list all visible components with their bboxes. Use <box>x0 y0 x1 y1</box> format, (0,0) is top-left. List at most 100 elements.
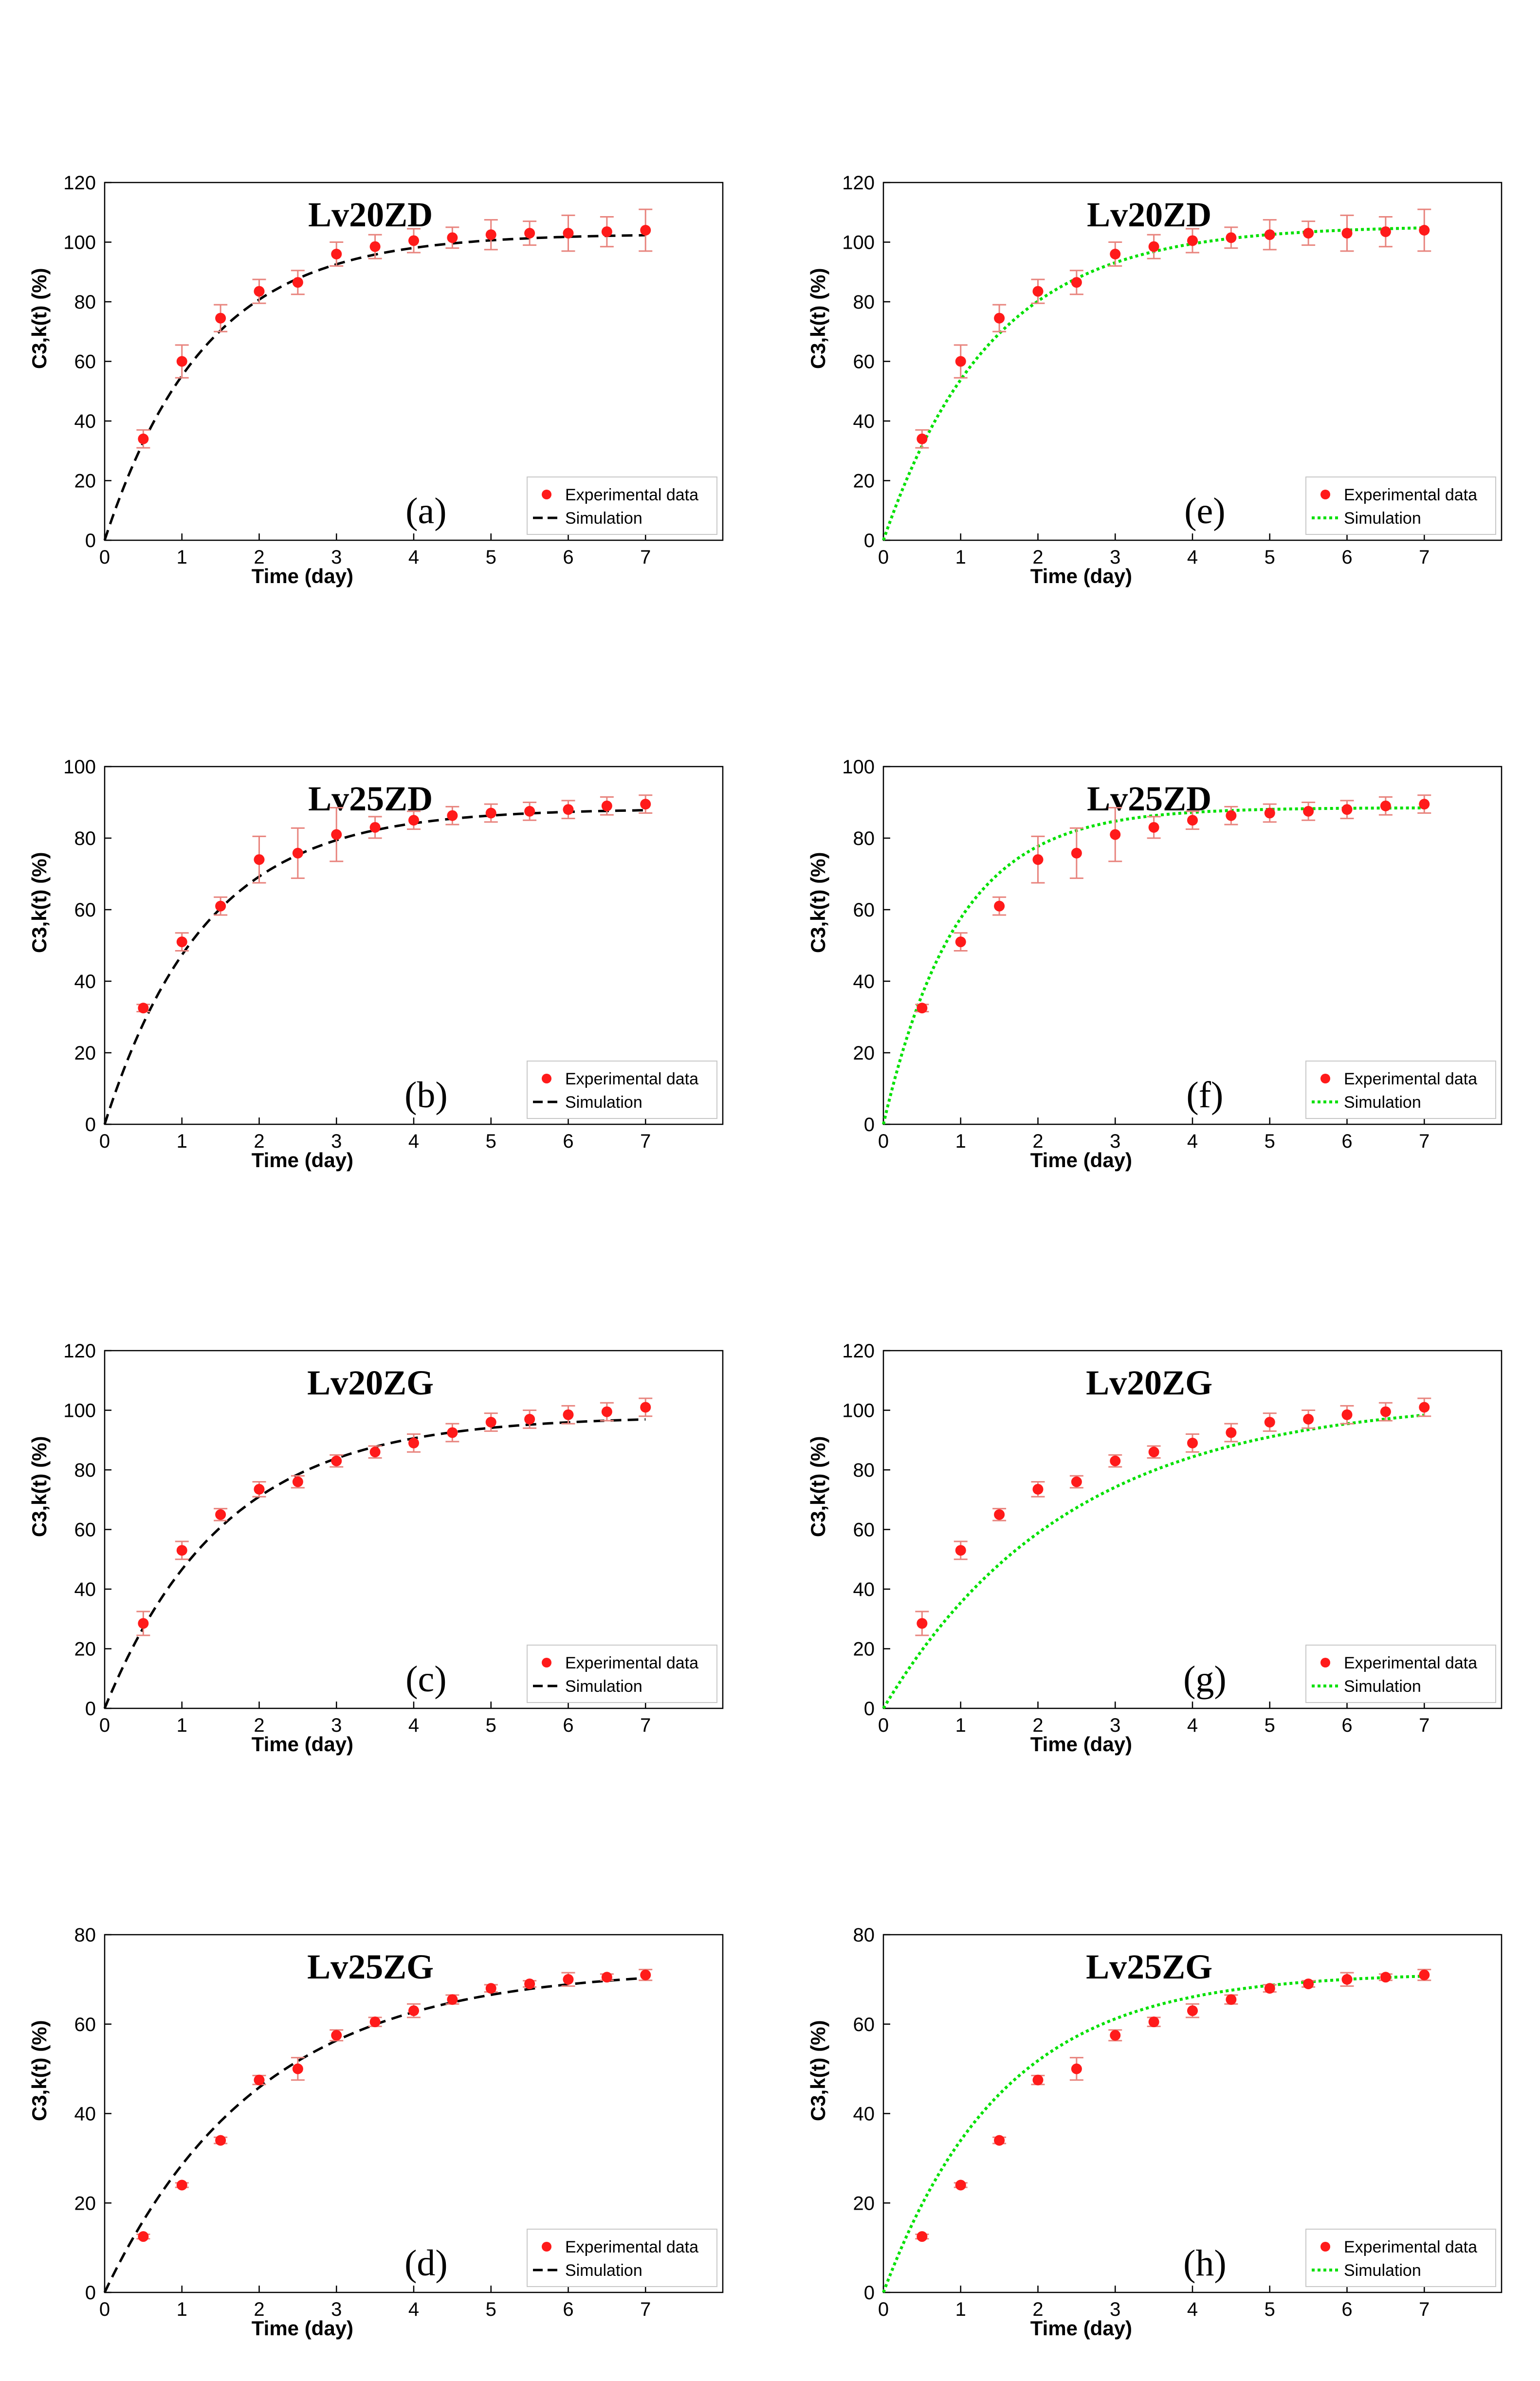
data-point <box>524 228 535 239</box>
y-tick-label: 20 <box>853 1043 875 1064</box>
legend: Experimental data Simulation <box>1305 476 1496 535</box>
x-tick-label: 7 <box>640 1131 651 1152</box>
simulation-curve <box>103 809 646 1125</box>
legend-label-simulation: Simulation <box>1344 1677 1421 1696</box>
x-tick-label: 3 <box>331 2299 342 2320</box>
x-axis-title: Time (day) <box>252 2317 353 2340</box>
y-axis-title: C3,k(t) (%) <box>28 2020 51 2121</box>
data-point <box>254 286 265 297</box>
x-tick-label: 1 <box>177 1715 187 1736</box>
data-point <box>640 1969 651 1980</box>
y-tick-label: 0 <box>85 530 96 551</box>
data-point <box>447 810 458 821</box>
data-point <box>1032 286 1044 297</box>
data-point <box>1303 1413 1314 1425</box>
legend-label-experimental: Experimental data <box>1344 1654 1477 1672</box>
y-tick-label: 80 <box>853 292 875 313</box>
y-tick-label: 120 <box>842 1340 875 1362</box>
y-tick-label: 0 <box>85 1114 96 1136</box>
data-point <box>1187 2005 1198 2016</box>
data-point <box>138 433 149 444</box>
data-point <box>1148 2016 1159 2028</box>
legend-label-simulation: Simulation <box>565 2261 642 2280</box>
chart-title: Lv20ZD <box>1087 195 1211 234</box>
y-axis-title: C3,k(t) (%) <box>807 1436 829 1537</box>
x-tick-label: 6 <box>1341 547 1352 568</box>
data-point <box>447 1427 458 1438</box>
data-point <box>994 2135 1005 2146</box>
data-point <box>1187 815 1198 826</box>
y-tick-label: 60 <box>74 899 96 921</box>
x-tick-label: 2 <box>254 2299 264 2320</box>
x-tick-label: 2 <box>1032 2299 1043 2320</box>
legend-box <box>1305 1061 1496 1119</box>
data-point <box>1264 1983 1275 1994</box>
data-point <box>408 815 419 826</box>
data-point <box>1110 2030 1121 2041</box>
x-tick-label: 2 <box>1032 547 1043 568</box>
y-axis-title: C3,k(t) (%) <box>807 268 829 369</box>
data-point <box>524 1978 535 1990</box>
panel-label: (b) <box>404 1075 448 1116</box>
x-tick-label: 7 <box>640 547 651 568</box>
data-point <box>485 229 496 240</box>
x-tick-label: 1 <box>955 1715 966 1736</box>
data-point <box>524 806 535 817</box>
y-tick-label: 40 <box>853 1579 875 1600</box>
chart-panel: 0 1 2 3 4 5 6 7 0 20 40 60 80 100 120 Time (day) C3,k(t)… <box>807 172 1503 587</box>
data-point <box>1110 829 1121 840</box>
data-point <box>254 2074 265 2086</box>
legend-box <box>1305 1645 1496 1703</box>
y-tick-label: 80 <box>853 1924 875 1946</box>
y-tick-label: 120 <box>63 172 96 194</box>
x-tick-label: 0 <box>878 1715 889 1736</box>
data-point <box>292 847 303 859</box>
x-tick-label: 7 <box>640 1715 651 1736</box>
x-tick-label: 6 <box>1341 2299 1352 2320</box>
y-tick-label: 20 <box>74 1639 96 1660</box>
data-point <box>485 1417 496 1428</box>
data-point <box>601 1406 612 1417</box>
data-point <box>215 312 226 324</box>
x-axis-title: Time (day) <box>252 1149 353 1172</box>
data-point <box>640 1402 651 1413</box>
x-tick-label: 3 <box>1110 1715 1120 1736</box>
y-tick-label: 60 <box>853 1520 875 1541</box>
chart-panel: 0 1 2 3 4 5 6 7 0 20 40 60 80 Time (day) C3,k(t) (%) Lv… <box>28 1924 724 2340</box>
data-point <box>1341 1974 1353 1985</box>
x-tick-label: 5 <box>486 1131 496 1152</box>
y-tick-label: 0 <box>864 1698 875 1720</box>
chart-panel: 0 1 2 3 4 5 6 7 0 20 40 60 80 Time (day) C3,k(t) (%) Lv… <box>807 1924 1503 2340</box>
x-tick-label: 3 <box>1110 2299 1120 2320</box>
data-point <box>1226 1994 1237 2005</box>
x-tick-label: 3 <box>331 1131 342 1152</box>
y-tick-label: 0 <box>864 2282 875 2304</box>
data-point <box>292 2063 303 2074</box>
data-point <box>1071 847 1082 859</box>
y-tick-label: 100 <box>63 232 96 254</box>
x-axis-title: Time (day) <box>1030 1149 1132 1172</box>
data-point <box>176 356 187 367</box>
y-tick-label: 60 <box>853 351 875 373</box>
legend-label-experimental: Experimental data <box>565 2238 698 2256</box>
y-tick-label: 20 <box>74 471 96 492</box>
x-tick-label: 5 <box>486 547 496 568</box>
panel-label: (d) <box>404 2243 448 2284</box>
y-tick-label: 100 <box>842 756 875 778</box>
data-point <box>1187 1437 1198 1448</box>
legend-label-experimental: Experimental data <box>1344 486 1477 504</box>
x-axis-title: Time (day) <box>252 565 353 587</box>
legend-label-simulation: Simulation <box>1344 2261 1421 2280</box>
x-tick-label: 2 <box>254 547 264 568</box>
data-point <box>1264 807 1275 819</box>
y-tick-label: 40 <box>74 971 96 992</box>
x-tick-label: 0 <box>878 2299 889 2320</box>
data-point <box>176 936 187 948</box>
y-tick-label: 0 <box>85 2282 96 2304</box>
x-tick-label: 5 <box>1265 1715 1275 1736</box>
legend-label-simulation: Simulation <box>565 1677 642 1696</box>
y-axis-title: C3,k(t) (%) <box>28 852 51 953</box>
data-point <box>1380 800 1391 811</box>
y-tick-label: 40 <box>74 2104 96 2125</box>
data-point <box>994 312 1005 324</box>
